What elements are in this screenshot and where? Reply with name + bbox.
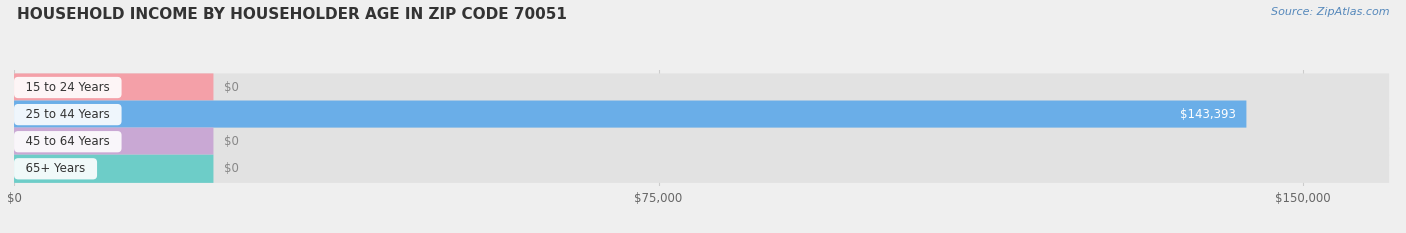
Text: 65+ Years: 65+ Years xyxy=(18,162,93,175)
FancyBboxPatch shape xyxy=(14,128,214,156)
Text: $0: $0 xyxy=(225,135,239,148)
Text: $0: $0 xyxy=(225,81,239,94)
FancyBboxPatch shape xyxy=(14,155,1389,183)
Text: $143,393: $143,393 xyxy=(1180,108,1236,121)
Text: 15 to 24 Years: 15 to 24 Years xyxy=(18,81,118,94)
Text: Source: ZipAtlas.com: Source: ZipAtlas.com xyxy=(1271,7,1389,17)
Text: HOUSEHOLD INCOME BY HOUSEHOLDER AGE IN ZIP CODE 70051: HOUSEHOLD INCOME BY HOUSEHOLDER AGE IN Z… xyxy=(17,7,567,22)
Text: $0: $0 xyxy=(225,162,239,175)
Text: 45 to 64 Years: 45 to 64 Years xyxy=(18,135,118,148)
FancyBboxPatch shape xyxy=(14,100,1389,129)
Text: 25 to 44 Years: 25 to 44 Years xyxy=(18,108,118,121)
FancyBboxPatch shape xyxy=(14,73,1389,102)
FancyBboxPatch shape xyxy=(14,128,1389,156)
FancyBboxPatch shape xyxy=(14,100,1246,129)
FancyBboxPatch shape xyxy=(14,73,214,102)
FancyBboxPatch shape xyxy=(14,155,214,183)
